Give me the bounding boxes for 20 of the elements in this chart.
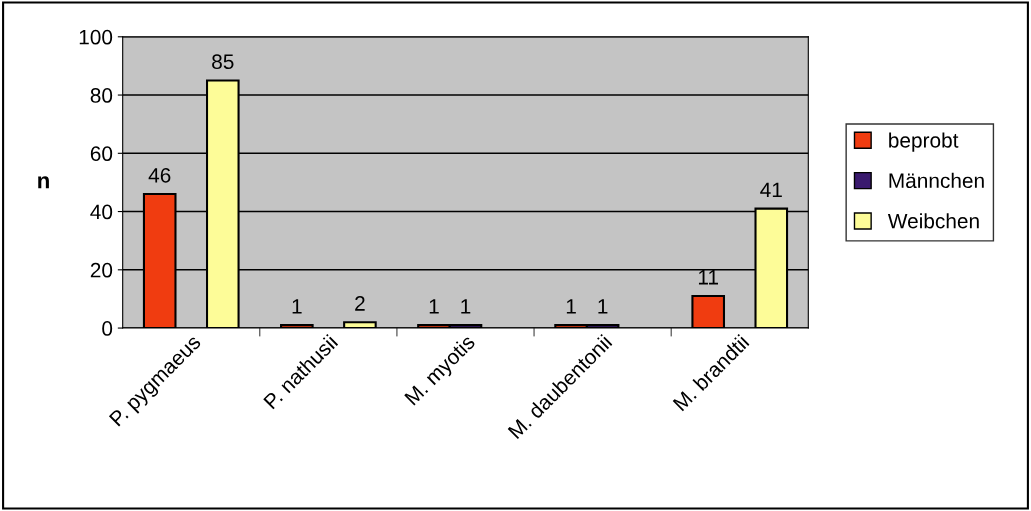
data-label: 2 xyxy=(355,296,365,311)
y-tick-label: 0 xyxy=(102,321,113,336)
data-label: 85 xyxy=(212,54,234,70)
y-tick-label: 20 xyxy=(90,262,113,278)
data-label: 46 xyxy=(148,167,171,183)
data-label: 1 xyxy=(429,299,439,314)
y-tick-label: 40 xyxy=(90,204,113,220)
legend-label: Männchen xyxy=(889,172,984,189)
data-label: 41 xyxy=(760,182,782,198)
data-label: 1 xyxy=(566,299,576,314)
legend-label: Weibchen xyxy=(887,213,979,229)
legend-label: beprobt xyxy=(889,132,959,152)
y-tick-label: 80 xyxy=(90,88,113,103)
data-label: 1 xyxy=(461,299,471,314)
data-label: 1 xyxy=(598,299,608,314)
data-label: 1 xyxy=(292,299,302,314)
y-axis-title: n xyxy=(38,176,49,189)
y-tick-label: 100 xyxy=(79,29,113,45)
data-label: 11 xyxy=(698,270,719,285)
y-tick-label: 60 xyxy=(90,146,113,162)
